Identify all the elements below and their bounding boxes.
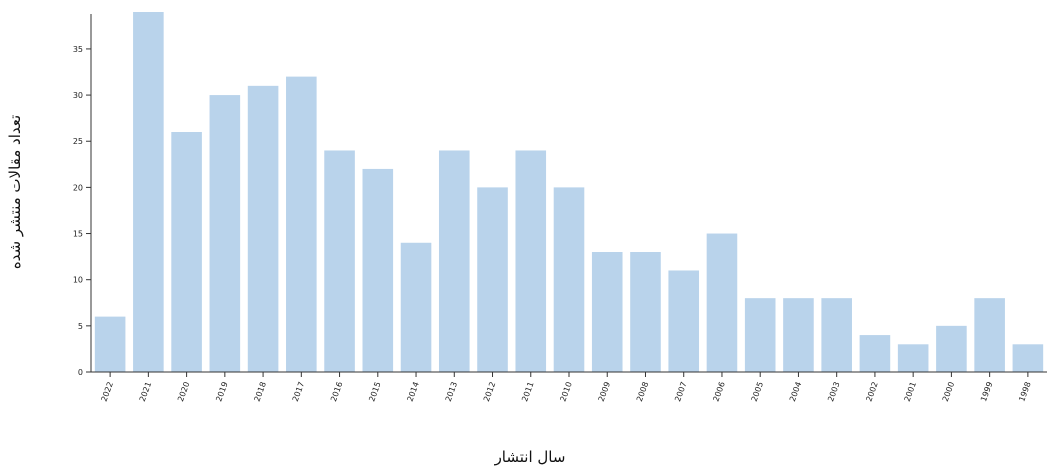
x-tick-label: 2019 [214,381,229,403]
bar-2022 [94,316,126,372]
x-tick-label: 2018 [253,381,268,403]
x-tick-label: 1998 [1017,381,1032,403]
bar-2008 [630,252,661,372]
bars-group [94,12,1044,373]
y-tick-label: 20 [73,183,83,192]
x-tick-label: 2011 [520,381,535,403]
x-tick-label: 2005 [750,381,765,403]
bar-2003 [821,298,852,372]
x-tick-label: 2000 [941,381,956,403]
x-tick-label: 2001 [903,381,918,403]
bar-2014 [400,242,432,372]
x-tick-label: 2007 [673,381,688,403]
bar-2006 [706,233,738,372]
x-tick-label: 2010 [558,381,573,403]
y-tick-label: 10 [73,276,83,285]
x-tick-label: 2013 [444,381,459,403]
x-tick-label: 2020 [176,381,191,403]
bar-2007 [668,270,700,372]
bar-2015 [362,168,394,372]
bar-2000 [936,325,967,372]
bar-2011 [515,150,547,372]
x-tick-label: 2015 [367,381,382,403]
x-tick-label: 2003 [826,381,841,403]
bar-2021 [133,12,164,372]
y-tick-label: 15 [73,230,83,239]
bar-2016 [324,150,355,372]
x-tick-label: 2022 [100,381,115,403]
bar-2020 [171,132,202,372]
bar-2013 [438,150,470,372]
bar-2012 [477,187,508,372]
x-tick-label: 2021 [138,381,153,403]
x-tick-label: 2017 [291,381,306,403]
bar-2002 [859,335,891,372]
y-axis-title: تعداد مقالات منتشر شده [6,115,24,269]
x-tick-label: 2016 [329,381,344,403]
x-tick-label: 2012 [482,381,497,403]
x-tick-label: 2008 [635,381,650,403]
x-tick-label: 2002 [864,381,879,403]
x-axis-title: سال انتشار [494,448,566,466]
bar-2004 [783,298,814,372]
y-axis: 0 5 10 15 20 25 30 35 [73,14,92,377]
bar-1999 [974,298,1005,372]
x-tick-label: 2014 [405,381,420,403]
x-axis: 2022 2021 2020 2019 2018 2017 2016 2015 2014 2013… [91,371,1047,403]
bar-2018 [247,85,279,372]
bar-1998 [1012,344,1044,372]
x-tick-label: 2006 [711,381,726,403]
x-tick-label: 2009 [597,381,612,403]
y-tick-label: 0 [78,368,83,377]
bar-2001 [897,344,929,372]
bar-2009 [591,252,623,372]
y-tick-label: 35 [73,45,83,54]
x-tick-label: 1999 [979,381,994,403]
y-tick-label: 30 [73,91,83,100]
y-tick-label: 25 [73,137,83,146]
bar-2005 [744,298,776,372]
y-tick-label: 5 [78,322,83,331]
bar-2017 [286,76,317,372]
bar-2019 [209,95,241,373]
x-tick-label: 2004 [788,381,803,403]
bar-2010 [553,187,585,372]
